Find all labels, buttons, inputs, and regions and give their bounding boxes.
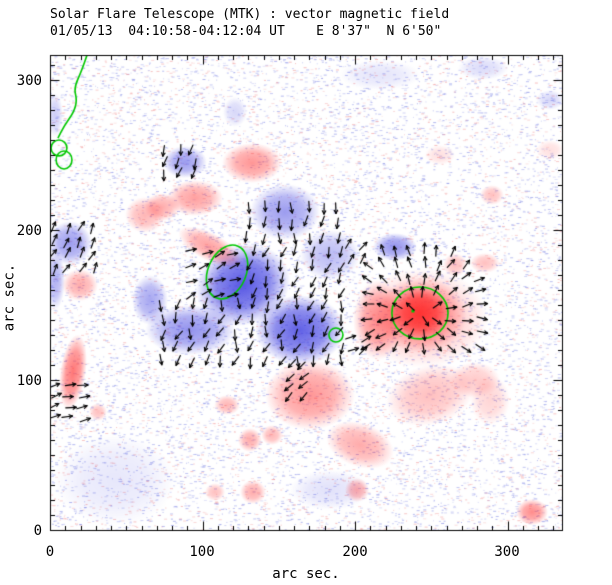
y-axis-label: arc sec. — [1, 263, 18, 332]
y-tick-label-300: 300 — [16, 73, 42, 89]
plot-subtitle-datetime-position: 01/05/13 04:10:58-04:12:04 UT E 8'37" N … — [50, 24, 442, 39]
x-tick-label-200: 200 — [342, 544, 368, 560]
y-tick-label-0: 0 — [33, 523, 42, 539]
y-tick-label-100: 100 — [16, 373, 42, 389]
plot-title: Solar Flare Telescope (MTK) : vector mag… — [50, 7, 450, 22]
x-tick-label-100: 100 — [189, 544, 215, 560]
y-tick-label-200: 200 — [16, 223, 42, 239]
x-axis-label: arc sec. — [272, 566, 340, 582]
x-tick-label-0: 0 — [45, 544, 55, 560]
x-tick-label-300: 300 — [494, 544, 520, 560]
